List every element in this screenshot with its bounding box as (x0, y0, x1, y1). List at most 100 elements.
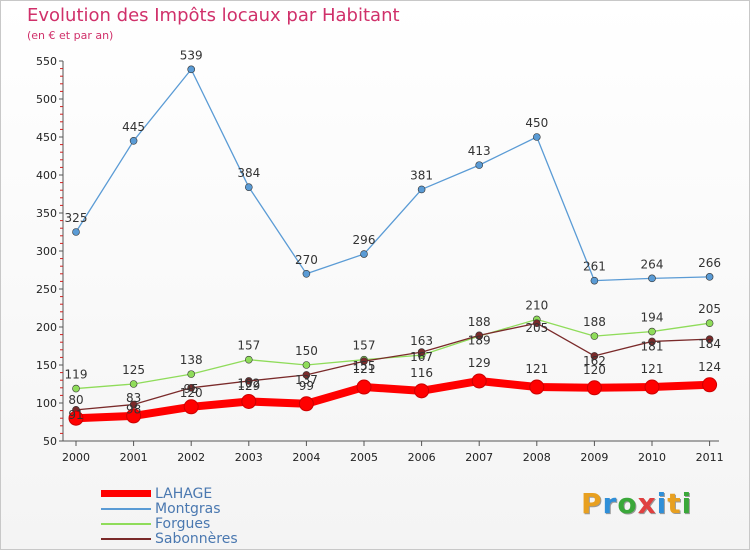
point-sabonnres (705, 335, 714, 343)
axes: 50 100 150 200 250 300 350 400 450 500 550 2000 2001… (36, 55, 724, 464)
data-label-montgras: 413 (468, 144, 491, 158)
point-montgras (705, 273, 714, 281)
data-label-forgues: 157 (353, 339, 376, 353)
point-forgues (187, 370, 195, 378)
point-sabonnres (532, 319, 541, 328)
data-label-lahage: 102 (237, 376, 260, 390)
point-lahage (471, 373, 487, 389)
x-tick-label: 2007 (465, 451, 493, 464)
x-tick-label: 2003 (235, 451, 263, 464)
x-tick-label: 2011 (696, 451, 724, 464)
y-tick-label: 100 (36, 397, 57, 410)
data-label-forgues: 138 (180, 353, 203, 367)
data-label-lahage: 80 (68, 393, 83, 407)
legend-swatch (101, 507, 151, 510)
point-forgues (590, 332, 599, 340)
legend-item-forgues: Forgues (101, 515, 238, 532)
data-label-forgues: 125 (122, 363, 145, 377)
point-lahage (183, 399, 199, 415)
data-label-montgras: 381 (410, 168, 433, 182)
point-lahage (644, 379, 660, 395)
legend: LAHAGE Montgras Forgues Sabonnères (101, 486, 238, 547)
x-tick-label: 2001 (120, 451, 148, 464)
point-sabonnres (129, 400, 138, 409)
x-tick-label: 2002 (177, 451, 205, 464)
series-line-lahage (75, 376, 710, 423)
series-points (68, 65, 718, 426)
legend-item-sabonnres: Sabonnères (101, 530, 238, 547)
series-line-forgues (75, 318, 710, 390)
data-label-sabonnres: 181 (641, 339, 664, 353)
point-sabonnres (187, 383, 195, 392)
data-label-lahage: 121 (525, 362, 548, 376)
y-tick-label: 500 (36, 93, 57, 106)
data-label-lahage: 99 (299, 379, 314, 393)
data-label-montgras: 539 (180, 48, 203, 62)
y-tick-label: 150 (36, 359, 57, 372)
point-forgues (72, 384, 80, 393)
data-label-forgues: 163 (410, 334, 433, 348)
data-label-sabonnres: 155 (353, 359, 376, 373)
data-label-sabonnres: 129 (237, 379, 260, 393)
point-montgras (129, 137, 138, 145)
point-montgras (417, 185, 426, 194)
legend-label: Forgues (155, 515, 211, 532)
point-montgras (648, 274, 656, 283)
point-montgras (590, 276, 599, 285)
point-montgras (475, 161, 484, 169)
point-sabonnres (417, 348, 426, 356)
point-forgues (648, 327, 656, 336)
data-label-lahage: 121 (353, 362, 376, 376)
point-lahage (241, 393, 257, 409)
data-label-montgras: 325 (65, 211, 88, 225)
data-label-sabonnres: 167 (410, 350, 433, 364)
data-label-montgras: 266 (698, 256, 721, 270)
data-label-montgras: 296 (353, 233, 376, 247)
point-lahage (586, 380, 602, 396)
data-label-montgras: 384 (237, 166, 260, 180)
data-label-montgras: 270 (295, 253, 318, 267)
point-lahage (414, 383, 430, 399)
y-tick-label: 400 (36, 169, 57, 182)
chart-title: Evolution des Impôts locaux par Habitant (27, 5, 400, 26)
x-tick-label: 2000 (62, 451, 90, 464)
legend-label: Sabonnères (155, 530, 238, 547)
x-tick-label: 2006 (408, 451, 436, 464)
data-label-lahage: 116 (410, 366, 433, 380)
y-tick-label: 200 (36, 321, 57, 334)
data-label-montgras: 450 (525, 116, 548, 130)
series-lines (75, 68, 710, 423)
y-tick-label: 250 (36, 283, 57, 296)
point-montgras (245, 183, 253, 191)
data-label-lahage: 129 (468, 356, 491, 370)
legend-swatch (101, 537, 151, 540)
y-tick-label: 300 (36, 245, 57, 258)
point-lahage (529, 379, 545, 395)
data-label-forgues: 194 (641, 311, 664, 325)
point-montgras (360, 250, 368, 258)
legend-item-lahage: LAHAGE (101, 486, 238, 502)
data-label-lahage: 83 (126, 391, 141, 405)
data-label-sabonnres: 205 (525, 321, 548, 335)
point-montgras (187, 65, 195, 74)
legend-swatch (101, 490, 151, 497)
point-lahage (298, 396, 314, 412)
y-tick-label: 450 (36, 131, 57, 144)
data-label-forgues: 188 (468, 315, 491, 329)
data-label-lahage: 124 (698, 360, 721, 374)
x-tick-label: 2005 (350, 451, 378, 464)
point-sabonnres (245, 377, 253, 385)
data-label-forgues: 210 (525, 298, 548, 312)
x-tick-label: 2010 (638, 451, 666, 464)
data-labels: 80 83 95 102 99 121 116 129 121 120 121 124 325 445 53… (65, 48, 722, 421)
point-lahage (126, 408, 142, 424)
data-label-sabonnres: 189 (468, 333, 491, 347)
data-label-sabonnres: 162 (583, 354, 606, 368)
data-label-sabonnres: 91 (68, 408, 83, 422)
data-label-forgues: 188 (583, 315, 606, 329)
chart-subtitle: (en € et par an) (27, 29, 114, 42)
data-label-sabonnres: 120 (180, 386, 203, 400)
series-line-montgras (75, 68, 710, 282)
point-forgues (705, 319, 714, 328)
